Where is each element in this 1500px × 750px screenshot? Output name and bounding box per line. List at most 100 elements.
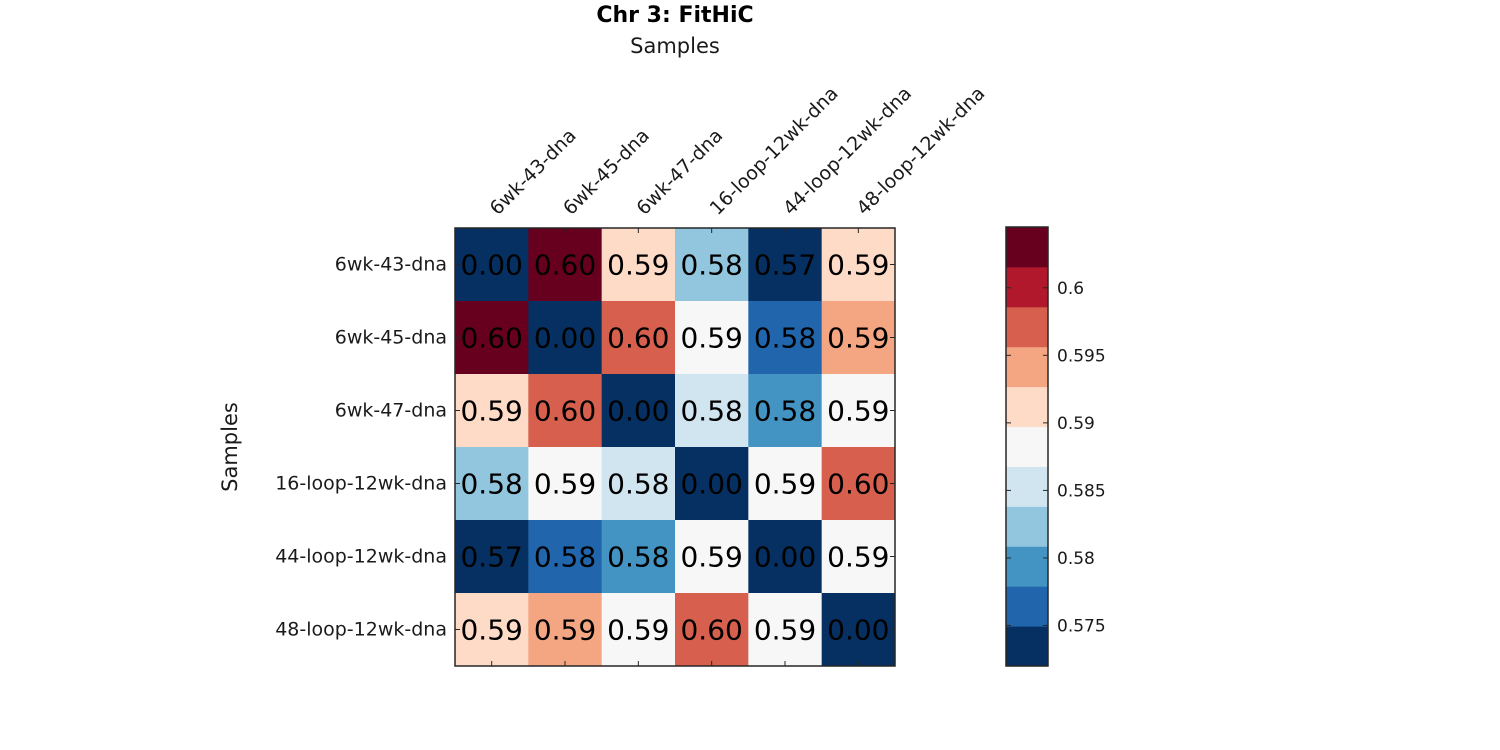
colorbar-segment (1006, 426, 1048, 467)
heatmap-cell (748, 228, 823, 302)
cell-value-label: 0.57 (460, 541, 522, 574)
cell-value-label: 0.59 (827, 249, 889, 282)
cell-value-label: 0.59 (460, 614, 522, 647)
cell-value-label: 0.59 (754, 468, 816, 501)
heatmap-cell (748, 520, 823, 594)
colorbar-segment (1006, 227, 1048, 268)
cell-value-label: 0.60 (534, 395, 596, 428)
heatmap-cell (748, 374, 823, 448)
colorbar: 0.575 0.58 0.585 0.59 0.595 0.6 (1005, 226, 1106, 667)
colorbar-tick-label: 0.59 (1057, 414, 1095, 434)
colorbar-frame (1005, 226, 1049, 667)
heatmap-cell (748, 301, 823, 375)
colorbar-segment (1006, 306, 1048, 348)
x-tick-labels: 6wk-43-dna6wk-45-dna6wk-47-dna16-loop-12… (486, 82, 990, 219)
heatmap-cell (601, 374, 676, 448)
y-tick-label: 44-loop-12wk-dna (275, 546, 447, 568)
heatmap-cell (601, 447, 676, 521)
cell-value-label: 0.60 (534, 249, 596, 282)
heatmap-cell (748, 593, 823, 667)
heatmap-cell (455, 447, 529, 521)
chart-title: Chr 3: FitHiC (596, 3, 753, 28)
cell-value-label: 0.00 (680, 468, 742, 501)
colorbar-tick-label: 0.595 (1057, 346, 1106, 366)
cell-value-label: 0.60 (680, 614, 742, 647)
heatmap-cell (675, 374, 749, 448)
colorbar-segment (1006, 586, 1048, 627)
heatmap-cell (528, 374, 603, 448)
heatmap-cell (675, 593, 749, 667)
colorbar-tick-label: 0.6 (1057, 279, 1084, 299)
heatmap-cell (675, 228, 749, 302)
colorbar-segment (1006, 346, 1048, 388)
heatmap-cell (455, 301, 529, 375)
heatmap-cell (528, 593, 603, 667)
cell-value-label: 0.60 (827, 468, 889, 501)
heatmap-cell (601, 520, 676, 594)
heatmap-cell (748, 447, 823, 521)
heatmap-cell (601, 228, 676, 302)
cell-value-label: 0.59 (754, 614, 816, 647)
colorbar-tick-label: 0.585 (1057, 481, 1106, 501)
heatmap-cell (455, 520, 529, 594)
heatmap-cell (675, 301, 749, 375)
cell-value-label: 0.58 (607, 541, 669, 574)
cell-value-label: 0.59 (460, 395, 522, 428)
colorbar-segment (1006, 506, 1048, 547)
cell-value-label: 0.59 (680, 322, 742, 355)
colorbar-segment (1006, 466, 1048, 507)
colorbar-segment (1006, 626, 1048, 667)
heatmap-cell (821, 228, 896, 302)
cell-value-label: 0.59 (827, 322, 889, 355)
heatmap-cells (455, 228, 896, 667)
heatmap-cell (528, 228, 603, 302)
y-tick-label: 6wk-47-dna (335, 400, 447, 422)
cell-value-label: 0.58 (534, 541, 596, 574)
colorbar-tick-label: 0.575 (1057, 616, 1106, 636)
cell-value-label: 0.59 (534, 468, 596, 501)
y-tick-label: 16-loop-12wk-dna (275, 473, 447, 495)
cell-value-label: 0.60 (460, 322, 522, 355)
heatmap-cell (455, 228, 529, 302)
cell-value-label: 0.58 (680, 249, 742, 282)
heatmap-cell (675, 520, 749, 594)
heatmap-cell (528, 447, 603, 521)
heatmap-cell (528, 301, 603, 375)
heatmap-cell (821, 593, 896, 667)
x-tick-label: 48-loop-12wk-dna (852, 82, 989, 219)
heatmap-cell (455, 593, 529, 667)
cell-value-label: 0.59 (680, 541, 742, 574)
cell-value-label: 0.59 (827, 395, 889, 428)
cell-value-label: 0.58 (754, 322, 816, 355)
cell-value-label: 0.59 (607, 614, 669, 647)
plot-frame (454, 227, 896, 667)
heatmap-cell (821, 520, 896, 594)
cell-value-label: 0.00 (754, 541, 816, 574)
cell-value-label: 0.58 (680, 395, 742, 428)
colorbar-segment (1006, 386, 1048, 428)
cell-value-label: 0.58 (460, 468, 522, 501)
cell-value-label: 0.59 (607, 249, 669, 282)
cell-value-label: 0.00 (827, 614, 889, 647)
heatmap-cell (821, 374, 896, 448)
y-tick-label: 6wk-43-dna (335, 254, 447, 276)
cell-value-label: 0.59 (827, 541, 889, 574)
heatmap-cell (601, 301, 676, 375)
x-tick-label: 16-loop-12wk-dna (706, 82, 843, 219)
cell-value-label: 0.00 (607, 395, 669, 428)
cell-value-label: 0.58 (754, 395, 816, 428)
heatmap-cell-labels: 0.00 0.60 0.59 0.58 0.57 0.59 0.60 0.00 0.60 0.59… (460, 249, 889, 647)
heatmap-cell (601, 593, 676, 667)
heatmap-cell (821, 447, 896, 521)
y-tick-label: 6wk-45-dna (335, 327, 447, 349)
heatmap-cell (455, 374, 529, 448)
x-axis-title: Samples (630, 34, 720, 58)
cell-value-label: 0.58 (607, 468, 669, 501)
y-tick-labels: 6wk-43-dna 6wk-45-dna 6wk-47-dna 16-loop-12… (275, 254, 447, 641)
heatmap-cell (675, 447, 749, 521)
colorbar-tick-label: 0.58 (1057, 549, 1095, 569)
y-tick-label: 48-loop-12wk-dna (275, 619, 447, 641)
heatmap-cell (821, 301, 896, 375)
colorbar-segment (1006, 266, 1048, 308)
